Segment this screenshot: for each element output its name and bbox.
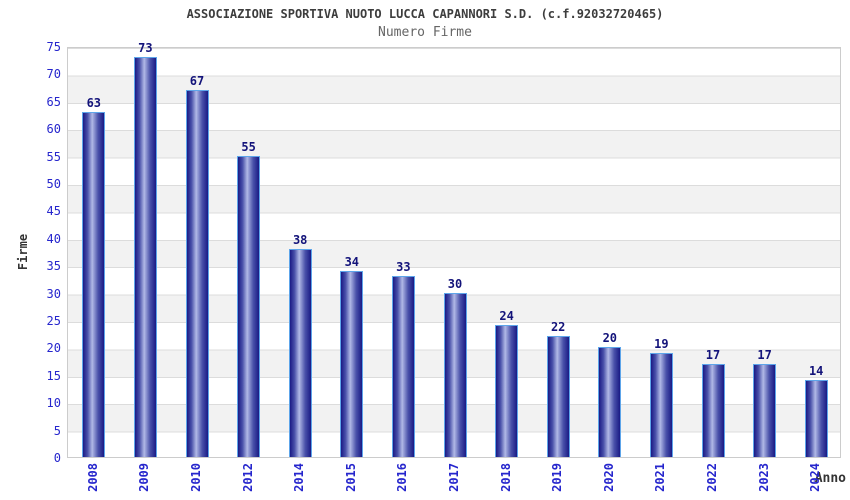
bar-value-label: 38 (292, 232, 308, 247)
chart-subtitle: Numero Firme (378, 25, 472, 40)
bar: 55 (237, 140, 261, 457)
y-tick-label: 45 (46, 204, 61, 219)
x-tick-label: 2008 (85, 463, 100, 492)
bar: 24 (495, 309, 519, 457)
bar-value-label: 19 (654, 336, 669, 351)
x-tick-label: 2016 (395, 463, 410, 492)
bar: 63 (82, 96, 106, 457)
y-tick-label: 10 (46, 396, 61, 411)
y-tick-label: 0 (53, 451, 61, 465)
y-tick-label: 25 (46, 314, 61, 328)
bar-value-label: 34 (344, 254, 360, 269)
chart-title: ASSOCIAZIONE SPORTIVA NUOTO LUCCA CAPANN… (186, 7, 664, 21)
y-tick-label: 75 (46, 40, 61, 54)
x-tick-label: 2024 (808, 463, 823, 492)
bar: 17 (753, 348, 777, 457)
y-tick-label: 15 (46, 368, 61, 383)
bar: 17 (701, 348, 725, 457)
x-tick-label: 2009 (137, 463, 152, 492)
x-tick-label: 2021 (653, 463, 668, 492)
bar-value-label: 73 (138, 40, 153, 55)
bar-value-label: 20 (602, 331, 618, 346)
y-tick-label: 60 (46, 122, 61, 137)
bar: 67 (185, 74, 209, 457)
bar-value-label: 55 (241, 139, 256, 154)
bar-value-label: 24 (499, 309, 514, 324)
bar-value-label: 30 (447, 276, 463, 291)
bar-value-label: 33 (396, 260, 411, 275)
y-tick-label: 20 (46, 341, 61, 356)
x-tick-label: 2023 (756, 463, 771, 492)
bar: 14 (804, 364, 828, 457)
bar: 30 (443, 277, 467, 457)
x-tick-label: 2019 (550, 463, 565, 492)
bar: 38 (288, 233, 312, 457)
bar-value-label: 14 (808, 364, 824, 379)
y-tick-label: 55 (46, 149, 61, 164)
bar-value-label: 63 (86, 95, 102, 110)
x-axis-title: Anno (814, 471, 846, 486)
bar: 19 (649, 337, 673, 457)
bar-value-label: 17 (757, 347, 772, 362)
y-tick-label: 65 (46, 94, 61, 109)
bar-value-label: 67 (189, 73, 205, 88)
x-tick-label: 2020 (601, 463, 616, 492)
bar: 33 (391, 260, 415, 457)
x-tick-label: 2012 (240, 463, 255, 492)
x-tick-label: 2022 (705, 463, 719, 492)
x-tick-label: 2010 (189, 463, 203, 492)
y-tick-label: 5 (53, 423, 61, 438)
x-tick-label: 2014 (292, 463, 307, 492)
y-tick-label: 50 (46, 177, 61, 191)
bar: 73 (133, 41, 157, 457)
x-tick-label: 2015 (343, 463, 358, 492)
x-tick-label: 2018 (498, 463, 513, 492)
bar-value-label: 22 (550, 320, 566, 335)
y-tick-label: 30 (46, 286, 61, 301)
y-tick-label: 35 (46, 259, 61, 274)
bar-value-label: 17 (705, 347, 721, 362)
y-tick-label: 40 (46, 231, 61, 246)
y-tick-label: 70 (46, 67, 61, 82)
bar: 34 (340, 255, 364, 457)
plot-area: 63 73 67 55 38 34 33 30 24 22 20 19 17 17 14 (67, 41, 841, 458)
bar: 22 (546, 320, 570, 457)
bar: 20 (598, 331, 622, 457)
x-tick-label: 2017 (447, 463, 461, 492)
